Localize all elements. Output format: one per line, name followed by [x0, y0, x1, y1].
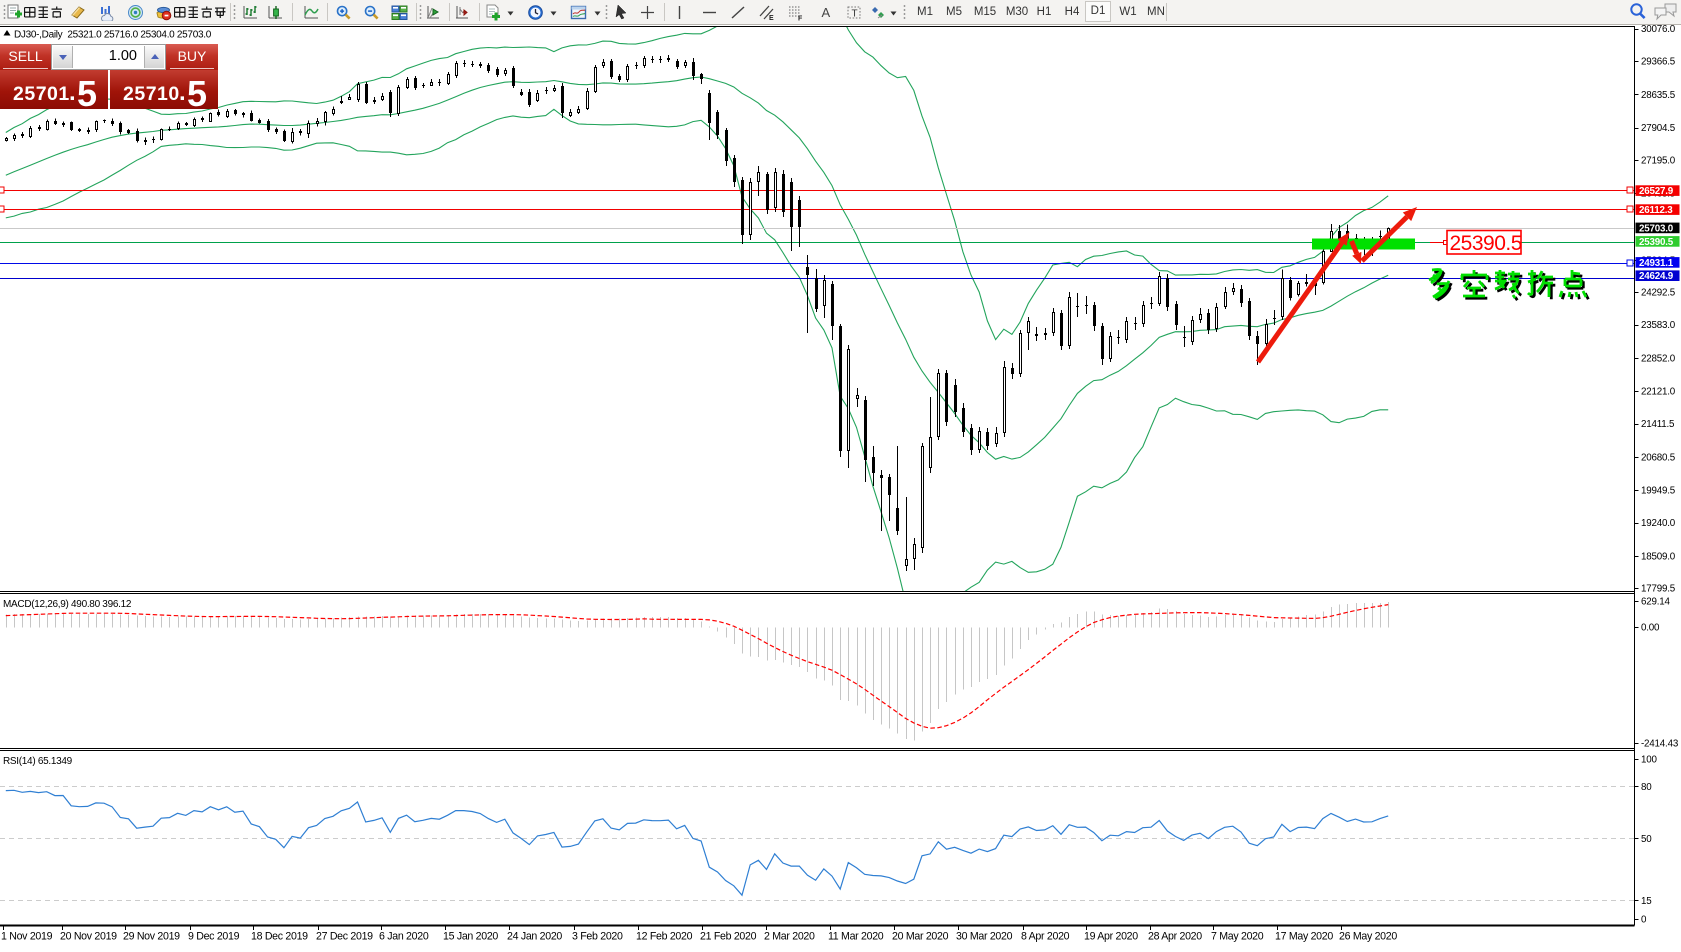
svg-text:9 Dec 2019: 9 Dec 2019	[188, 931, 240, 943]
svg-text:E: E	[769, 15, 774, 21]
svg-text:1 Nov 2019: 1 Nov 2019	[1, 931, 53, 943]
svg-text:15: 15	[1641, 896, 1652, 907]
svg-text:-2414.43: -2414.43	[1641, 739, 1679, 750]
svg-text:8 Apr 2020: 8 Apr 2020	[1021, 931, 1070, 943]
svg-text:24 Jan 2020: 24 Jan 2020	[507, 931, 562, 943]
svg-text:30 Mar 2020: 30 Mar 2020	[956, 931, 1013, 943]
svg-text:22852.0: 22852.0	[1641, 353, 1676, 364]
svg-text:19240.0: 19240.0	[1641, 518, 1676, 529]
svg-text:22121.0: 22121.0	[1641, 387, 1676, 398]
svg-text:20 Nov 2019: 20 Nov 2019	[60, 931, 117, 943]
svg-text:2 Mar 2020: 2 Mar 2020	[764, 931, 815, 943]
svg-text:MACD(12,26,9) 490.80 396.12: MACD(12,26,9) 490.80 396.12	[3, 599, 132, 610]
svg-text:0: 0	[1641, 915, 1647, 926]
svg-text:A: A	[821, 5, 830, 20]
svg-text:27195.0: 27195.0	[1641, 155, 1676, 166]
svg-text:F: F	[798, 15, 803, 21]
svg-text:27 Dec 2019: 27 Dec 2019	[316, 931, 373, 943]
svg-text:19 Apr 2020: 19 Apr 2020	[1084, 931, 1138, 943]
svg-text:18 Dec 2019: 18 Dec 2019	[251, 931, 308, 943]
svg-text:23583.0: 23583.0	[1641, 320, 1676, 331]
svg-text:12 Feb 2020: 12 Feb 2020	[636, 931, 693, 943]
svg-text:28 Apr 2020: 28 Apr 2020	[1148, 931, 1202, 943]
svg-text:17 May 2020: 17 May 2020	[1275, 931, 1333, 943]
svg-text:50: 50	[1641, 834, 1652, 845]
svg-text:6 Jan 2020: 6 Jan 2020	[379, 931, 429, 943]
svg-text:80: 80	[1641, 782, 1652, 793]
svg-text:18509.0: 18509.0	[1641, 551, 1676, 562]
svg-text:29366.5: 29366.5	[1641, 56, 1676, 67]
svg-text:25703.0: 25703.0	[1639, 223, 1674, 234]
svg-text:25390.5: 25390.5	[1450, 232, 1522, 255]
svg-text:15 Jan 2020: 15 Jan 2020	[443, 931, 498, 943]
svg-text:26112.3: 26112.3	[1639, 205, 1673, 216]
svg-text:11 Mar 2020: 11 Mar 2020	[828, 931, 884, 943]
svg-text:24624.9: 24624.9	[1639, 271, 1674, 282]
svg-text:19949.5: 19949.5	[1641, 486, 1676, 497]
svg-text:0.00: 0.00	[1641, 623, 1660, 634]
svg-text:7 May 2020: 7 May 2020	[1211, 931, 1264, 943]
svg-text:20 Mar 2020: 20 Mar 2020	[892, 931, 949, 943]
svg-text:3 Feb 2020: 3 Feb 2020	[572, 931, 623, 943]
svg-text:21 Feb 2020: 21 Feb 2020	[700, 931, 757, 943]
svg-text:24931.1: 24931.1	[1639, 258, 1674, 269]
svg-text:20680.5: 20680.5	[1641, 452, 1676, 463]
svg-text:T: T	[851, 8, 857, 19]
svg-text:30076.0: 30076.0	[1641, 24, 1676, 35]
svg-text:21411.5: 21411.5	[1641, 419, 1675, 430]
svg-text:17799.5: 17799.5	[1641, 584, 1676, 595]
svg-text:29 Nov 2019: 29 Nov 2019	[123, 931, 180, 943]
svg-text:24292.5: 24292.5	[1641, 288, 1676, 299]
svg-text:26527.9: 26527.9	[1639, 186, 1674, 197]
svg-text:DJ30-,Daily 25321.0 25716.0 2: DJ30-,Daily 25321.0 25716.0 25304.0 2570…	[14, 30, 212, 41]
svg-text:26 May 2020: 26 May 2020	[1339, 931, 1397, 943]
svg-text:100: 100	[1641, 755, 1657, 766]
svg-text:28635.5: 28635.5	[1641, 90, 1676, 101]
svg-text:RSI(14) 65.1349: RSI(14) 65.1349	[3, 756, 73, 767]
svg-text:25390.5: 25390.5	[1639, 237, 1674, 248]
svg-text:629.14: 629.14	[1641, 597, 1671, 608]
svg-text:27904.5: 27904.5	[1641, 123, 1676, 134]
